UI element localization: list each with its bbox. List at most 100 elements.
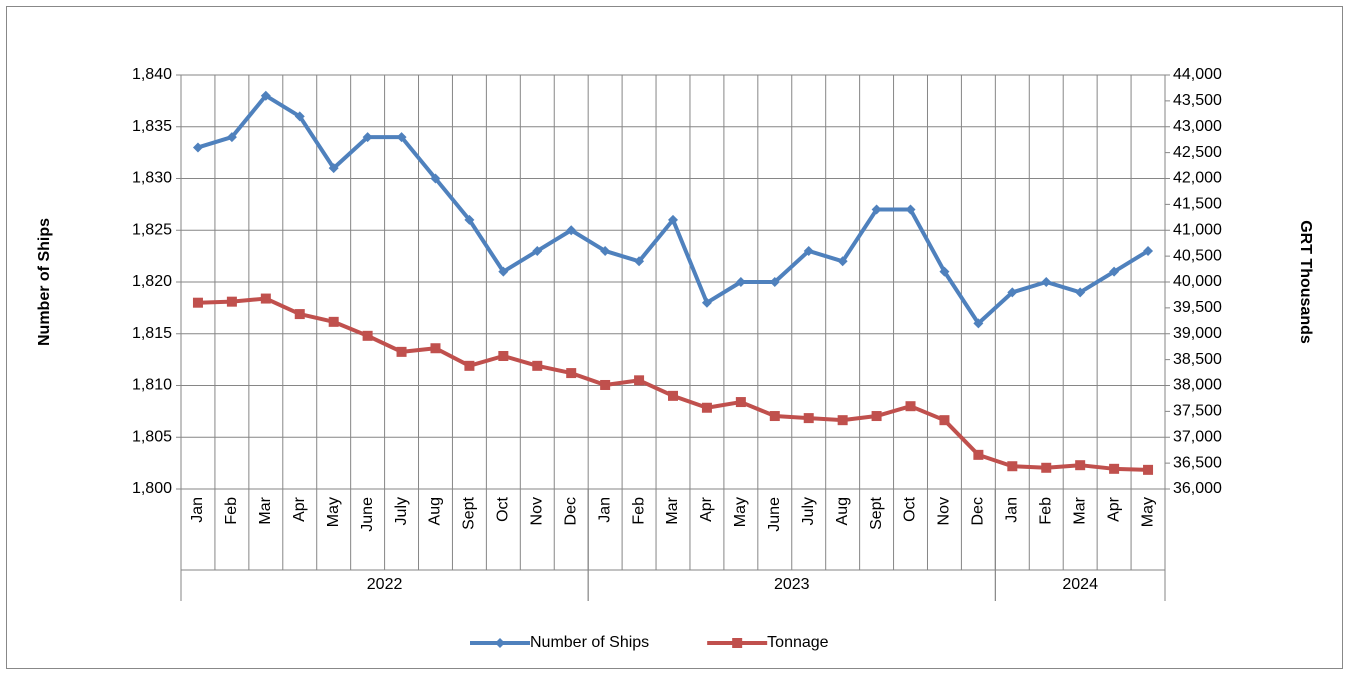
chart-border: [6, 6, 1343, 669]
y-tick-label: 1,840: [132, 66, 172, 83]
data-point: [1007, 287, 1018, 298]
data-point: [192, 297, 203, 308]
legend-marker: [495, 638, 505, 648]
data-point: [634, 375, 645, 386]
data-point: [701, 402, 712, 413]
x-tick-label: Jan: [596, 497, 613, 523]
x-tick-label: May: [325, 497, 342, 527]
y2-tick-label: 42,000: [1173, 170, 1222, 187]
group-label: 2023: [774, 576, 810, 593]
data-point: [871, 411, 882, 422]
x-tick-label: June: [766, 497, 783, 532]
data-point: [701, 297, 712, 308]
y2-tick-label: 44,000: [1173, 66, 1222, 83]
y-tick-label: 1,835: [132, 118, 172, 135]
x-tick-label: Dec: [970, 497, 987, 525]
data-point: [498, 266, 509, 277]
data-point: [464, 214, 475, 225]
y2-tick-label: 39,000: [1173, 325, 1222, 342]
y-tick-label: 1,810: [132, 377, 172, 394]
x-tick-label: Sept: [868, 496, 885, 529]
data-point: [294, 111, 305, 122]
data-point: [600, 245, 611, 256]
data-point: [769, 411, 780, 422]
data-point: [396, 346, 407, 357]
y2-tick-label: 37,000: [1173, 428, 1222, 445]
data-point: [1109, 463, 1120, 474]
data-point: [1075, 460, 1086, 471]
y2-tick-label: 36,000: [1173, 480, 1222, 497]
x-tick-label: Mar: [1071, 496, 1088, 524]
x-tick-label: Jan: [1004, 497, 1021, 523]
data-point: [192, 142, 203, 153]
y-tick-label: 1,825: [132, 221, 172, 238]
data-point: [905, 204, 916, 215]
y2-tick-label: 43,500: [1173, 92, 1222, 109]
y-axis-title: Number of Ships: [36, 218, 53, 346]
data-point: [464, 360, 475, 371]
legend-label: Number of Ships: [530, 634, 649, 651]
x-tick-label: Nov: [936, 497, 953, 525]
data-point: [294, 309, 305, 320]
data-point: [532, 245, 543, 256]
x-tick-label: Mar: [257, 496, 274, 524]
y2-tick-label: 42,500: [1173, 144, 1222, 161]
legend-label: Tonnage: [767, 634, 828, 651]
data-point: [498, 351, 509, 362]
x-tick-label: Apr: [698, 496, 715, 522]
data-point: [226, 132, 237, 143]
data-point: [837, 415, 848, 426]
legend: Number of Ships Tonnage: [470, 634, 829, 651]
y-tick-label: 1,805: [132, 428, 172, 445]
data-point: [260, 293, 271, 304]
data-point: [973, 449, 984, 460]
x-tick-label: Nov: [528, 497, 545, 525]
data-point: [803, 413, 814, 424]
data-point: [1007, 461, 1018, 472]
data-point: [939, 266, 950, 277]
data-point: [735, 397, 746, 408]
data-point: [871, 204, 882, 215]
data-point: [396, 132, 407, 143]
data-point: [430, 173, 441, 184]
y-tick-label: 1,800: [132, 480, 172, 497]
x-tick-label: Aug: [427, 497, 444, 525]
data-point: [328, 163, 339, 174]
data-point: [634, 256, 645, 267]
data-point: [1143, 245, 1154, 256]
y2-axis-title: GRT Thousands: [1297, 220, 1314, 344]
data-point: [769, 277, 780, 287]
data-point: [1041, 277, 1052, 287]
y2-tick-label: 38,500: [1173, 351, 1222, 368]
x-tick-label: Dec: [562, 497, 579, 525]
data-point: [362, 330, 373, 341]
data-point: [600, 379, 611, 390]
x-tick-label: Oct: [902, 496, 919, 521]
data-point: [905, 401, 916, 412]
y2-tick-label: 40,500: [1173, 247, 1222, 264]
y2-tick-label: 36,500: [1173, 454, 1222, 471]
y-tick-label: 1,830: [132, 170, 172, 187]
data-point: [939, 415, 950, 426]
x-tick-label: May: [732, 497, 749, 527]
x-tick-label: Apr: [291, 496, 308, 522]
y2-tick-label: 39,500: [1173, 299, 1222, 316]
x-tick-label: Jan: [189, 497, 206, 523]
data-point: [566, 225, 577, 236]
x-tick-label: Oct: [495, 496, 512, 521]
x-tick-label: Mar: [664, 496, 681, 524]
x-tick-label: Feb: [630, 497, 647, 525]
data-point: [668, 214, 678, 225]
data-point: [1041, 462, 1052, 473]
x-tick-label: May: [1139, 497, 1156, 527]
y2-tick-label: 40,000: [1173, 273, 1222, 290]
x-tick-label: Feb: [223, 497, 240, 525]
data-point: [328, 316, 339, 327]
y2-tick-label: 38,000: [1173, 377, 1222, 394]
x-tick-label: July: [800, 497, 817, 525]
x-tick-label: June: [359, 497, 376, 532]
legend-marker: [732, 638, 743, 648]
data-point: [837, 256, 848, 267]
data-point: [430, 343, 441, 354]
data-point: [362, 132, 373, 143]
